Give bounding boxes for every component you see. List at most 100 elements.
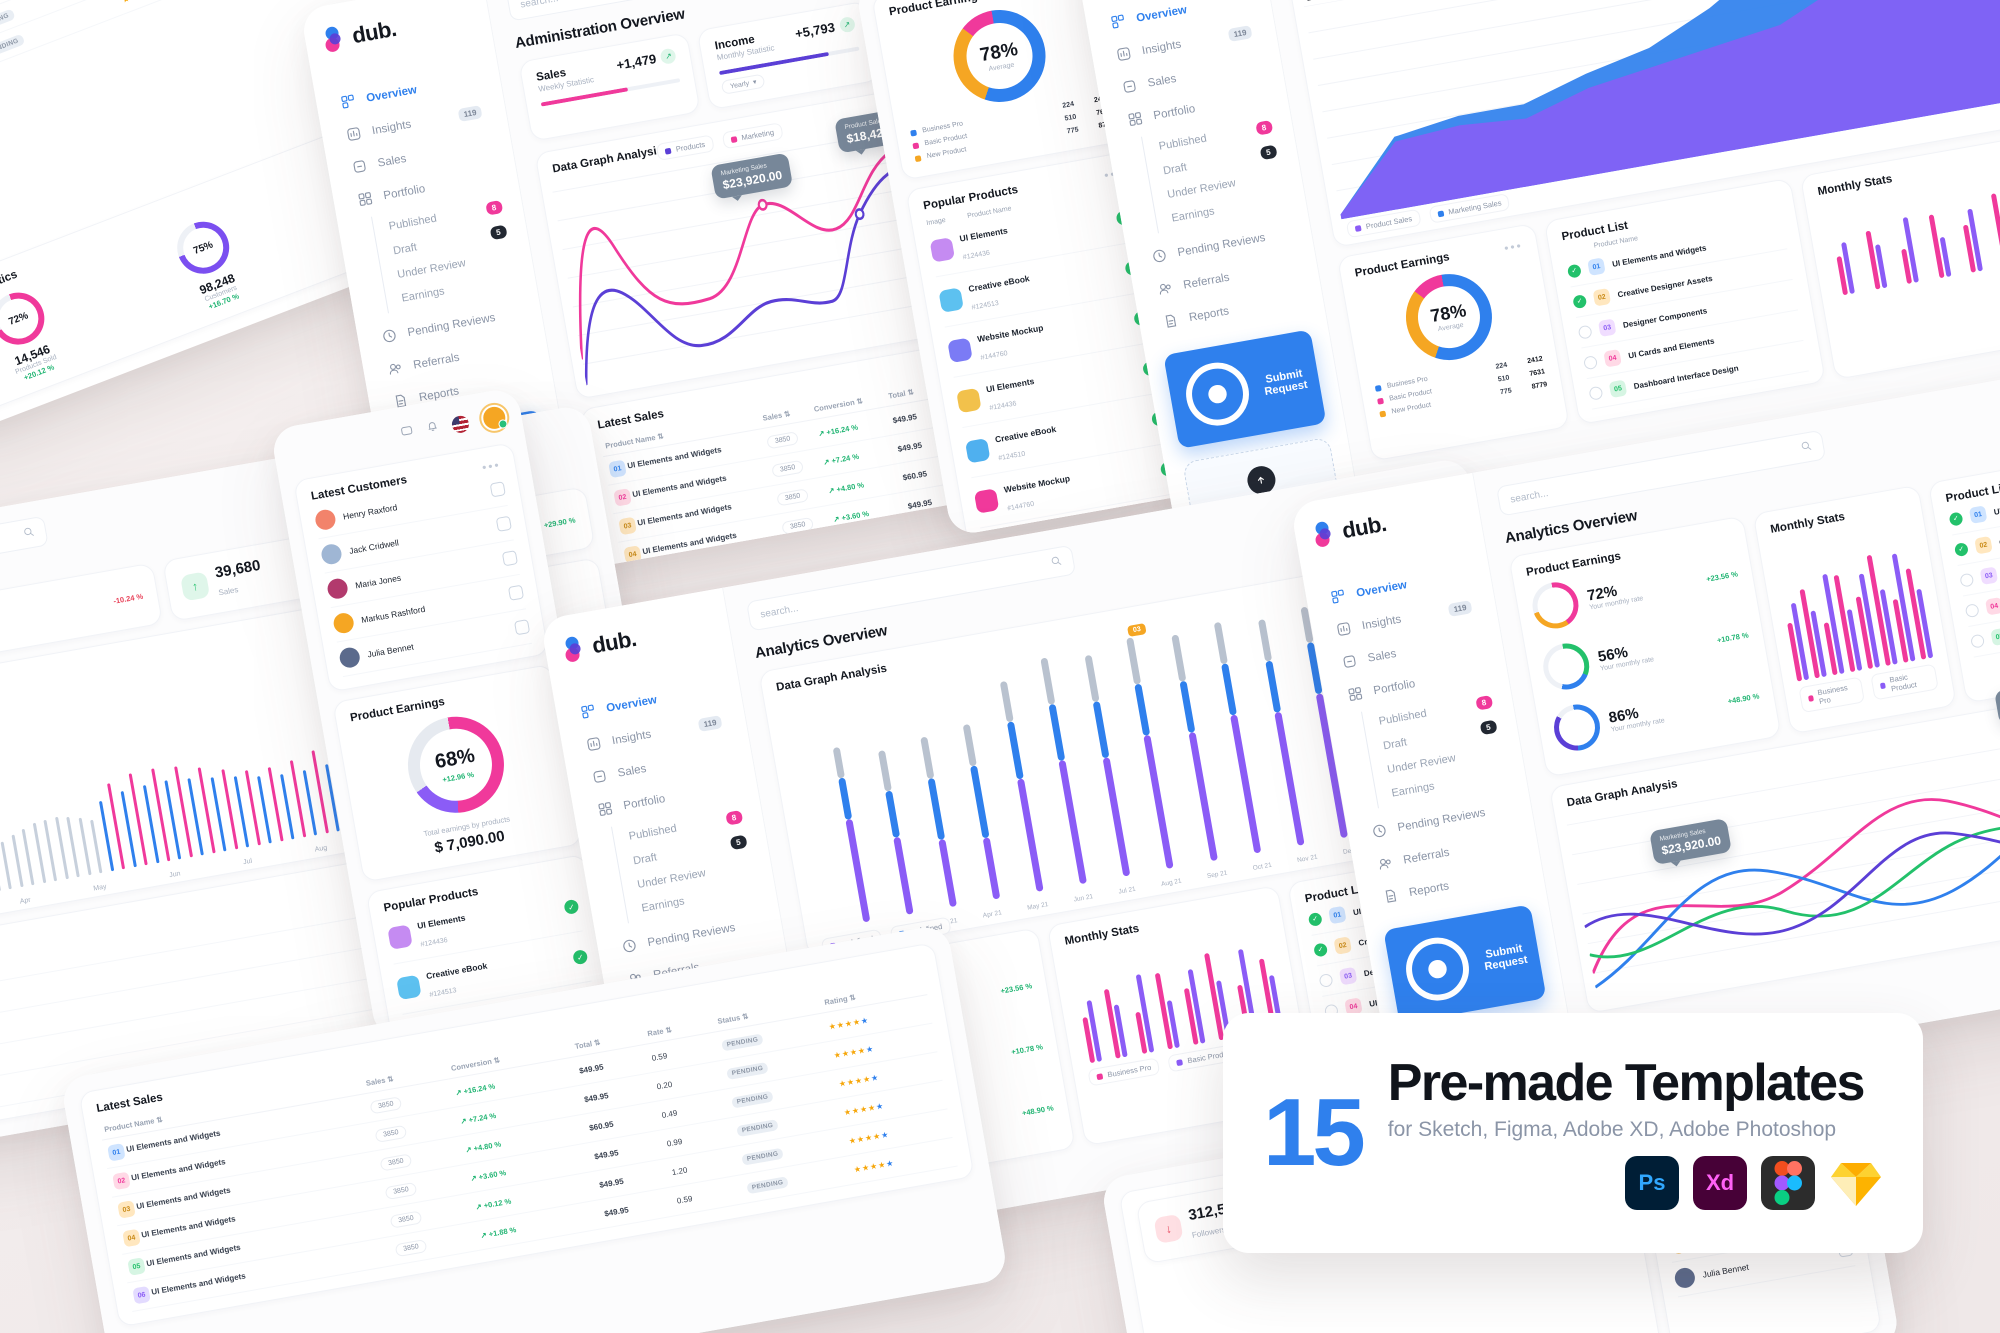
check-icon[interactable]: ✓ [1307, 911, 1323, 927]
sidebar-item-portfolio[interactable]: Portfolio [589, 769, 741, 827]
grid-icon [1111, 14, 1124, 29]
check-icon[interactable] [1582, 354, 1598, 370]
check-icon[interactable] [1577, 324, 1593, 340]
sidebar-item-overview[interactable]: Overview [572, 672, 724, 730]
bar-group [1859, 197, 1888, 290]
check-icon[interactable] [1588, 385, 1604, 401]
sketch-icon [1829, 1156, 1883, 1210]
product-name: Designer Components [1622, 305, 1708, 330]
document-icon [1385, 889, 1397, 903]
sidebar-item-label: Referrals [1402, 846, 1451, 867]
sidebar-item-sales[interactable]: Sales [1333, 622, 1485, 680]
product-thumbnail [929, 237, 956, 263]
sidebar-item-overview[interactable]: Overview [332, 62, 484, 120]
check-icon[interactable] [1959, 572, 1975, 588]
earnings-legend-a: 775 [1499, 387, 1513, 397]
message-icon[interactable] [489, 481, 506, 498]
sidebar-item-pending-reviews[interactable]: Pending Reviews [373, 296, 525, 354]
check-icon[interactable]: ✓ [1566, 263, 1582, 279]
sidebar-item-overview[interactable]: Overview [1322, 557, 1474, 615]
sidebar-subitem-label: Draft [1382, 735, 1408, 752]
sidebar-item-pending-reviews[interactable]: Pending Reviews [613, 906, 765, 964]
sidebar-item-portfolio[interactable]: Portfolio [349, 159, 501, 217]
earnings-legend-label: New Product [1390, 401, 1432, 416]
users-icon [389, 363, 401, 375]
sidebar-item-portfolio[interactable]: Portfolio [1339, 654, 1491, 712]
message-icon[interactable] [399, 423, 415, 443]
sidebar-item-insights[interactable]: Insights 119 [578, 704, 730, 762]
sidebar-item-reports[interactable]: Reports [385, 361, 537, 419]
bar [0, 848, 1, 892]
product-list-card: Product List Product Name ✓ 01 UI Elements… [1543, 177, 1826, 426]
promo-title: Pre-made Templates [1387, 1053, 1866, 1112]
ellipsis-icon[interactable]: ••• [1503, 238, 1524, 256]
sidebar-item-label: Sales [1366, 647, 1398, 665]
sales-value: 3850 [379, 1152, 413, 1172]
sidebar-item-overview[interactable]: Overview [1102, 0, 1254, 40]
sidebar-item-insights[interactable]: Insights 119 [338, 94, 490, 152]
rating-stars: ★★★★★ [843, 1100, 885, 1117]
bell-icon[interactable] [425, 419, 441, 439]
sidebar-item-insights[interactable]: Insights 119 [1108, 14, 1260, 72]
sidebar-subitem-label: Earnings [1170, 205, 1216, 225]
product-thumbnail [965, 438, 991, 464]
status-badge: PENDING [725, 1061, 769, 1080]
grid-icon [341, 94, 354, 109]
sidebar-item-pending-reviews[interactable]: Pending Reviews [1363, 791, 1515, 849]
bar [1257, 614, 1305, 846]
sidebar-item-sales[interactable]: Sales [583, 737, 735, 795]
message-icon[interactable] [513, 619, 531, 636]
chart-icon [1337, 622, 1351, 636]
sidebar-item-insights[interactable]: Insights 119 [1328, 589, 1480, 647]
sidebar-item-sales[interactable]: Sales [343, 127, 495, 185]
check-icon[interactable] [1969, 633, 1985, 649]
submit-request-button[interactable]: Submit Request [1383, 904, 1547, 1025]
chart-icon [1117, 47, 1131, 61]
sidebar-item-referrals[interactable]: Referrals [379, 329, 531, 387]
sidebar-item-reports[interactable]: Reports [1375, 856, 1527, 914]
figma-icon [1761, 1155, 1815, 1210]
x-tick: Sep 21 [1206, 869, 1228, 881]
sidebar-item-referrals[interactable]: Referrals [1369, 824, 1521, 882]
bar-group [1987, 174, 2000, 268]
sidebar-item-label: Insights [371, 118, 413, 137]
total-value: $49.95 [906, 513, 956, 550]
sidebar-item-referrals[interactable]: Referrals [1149, 249, 1301, 307]
row-index: 06 [132, 1285, 151, 1305]
check-icon[interactable] [1964, 602, 1980, 618]
bar-group [1149, 939, 1180, 1050]
sales-value: 3850 [394, 1238, 428, 1257]
sidebar-item-label: Overview [365, 83, 418, 105]
search-input[interactable]: search... [0, 515, 49, 603]
check-icon[interactable]: ✓ [1313, 941, 1329, 957]
submit-request-button[interactable]: Submit Request [1163, 329, 1327, 450]
sidebar-item-pending-reviews[interactable]: Pending Reviews [1143, 216, 1295, 274]
check-icon[interactable]: ✓ [1572, 293, 1588, 309]
avatar[interactable] [479, 402, 510, 433]
period-select[interactable]: Yearly ▾ [721, 73, 766, 95]
earnings-legend-label: New Product [926, 146, 967, 161]
message-icon[interactable] [495, 515, 512, 532]
search-input[interactable]: search... [745, 544, 1077, 632]
check-icon[interactable] [1318, 972, 1334, 988]
conversion-value: ↗ +16.24 % [454, 1081, 496, 1097]
brand-name: dub. [590, 625, 639, 659]
bar [909, 676, 957, 908]
message-icon[interactable] [501, 550, 519, 567]
sidebar-item-reports[interactable]: Reports [1155, 281, 1307, 339]
stat-label: Followers [1191, 1224, 1227, 1240]
sidebar-item-portfolio[interactable]: Portfolio [1119, 79, 1271, 137]
language-flag-icon[interactable] [450, 414, 471, 434]
check-icon[interactable]: ✓ [1953, 541, 1969, 557]
promo-subtitle: for Sketch, Figma, Adobe XD, Adobe Photo… [1387, 1117, 1837, 1141]
message-icon[interactable] [507, 584, 525, 601]
sidebar-item-sales[interactable]: Sales [1113, 47, 1265, 105]
sidebar-subitem-label: Published [1157, 132, 1208, 153]
search-input[interactable]: search... [1495, 429, 1827, 517]
upload-dropzone[interactable]: Upload new product Drag and drop here [1182, 437, 1345, 531]
rating-stars: ★★★★★ [848, 1129, 890, 1146]
status-badge: PENDING [730, 1090, 774, 1109]
check-icon[interactable]: ✓ [1948, 511, 1964, 527]
sidebar-item-label: Reports [1408, 879, 1450, 899]
x-tick: Nov 21 [1296, 853, 1319, 865]
